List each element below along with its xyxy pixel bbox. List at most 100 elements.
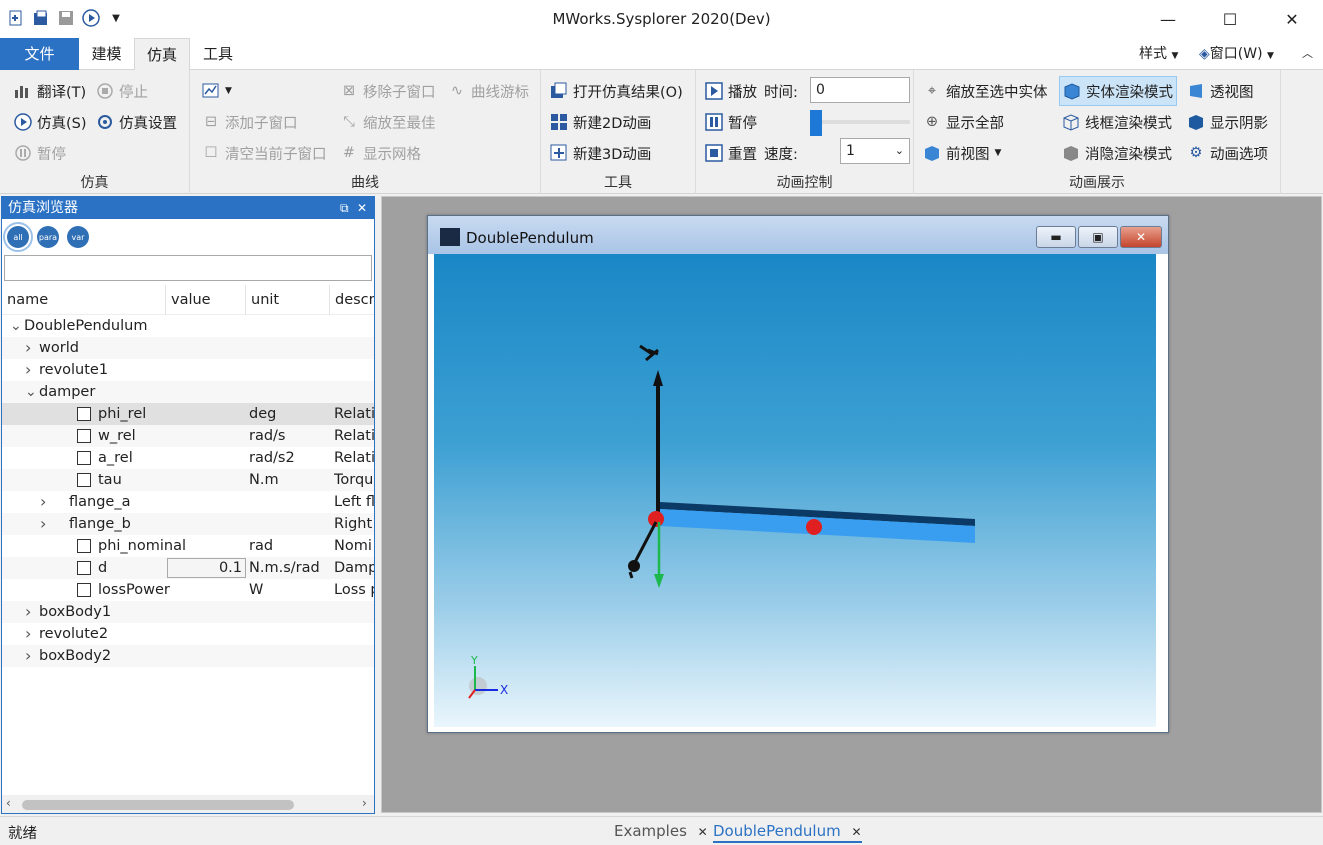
speed-select[interactable]: 1 ⌄ bbox=[840, 138, 910, 164]
scroll-left-icon[interactable]: ‹ bbox=[6, 796, 11, 810]
tree-row[interactable]: › world bbox=[2, 337, 374, 359]
scrollbar-thumb[interactable] bbox=[22, 800, 294, 810]
chevron-right-icon[interactable]: › bbox=[25, 360, 32, 379]
zoom-best-button[interactable]: ⤡ 缩放至最佳 bbox=[340, 110, 435, 134]
solid-render-button[interactable]: 实体渲染模式 bbox=[1059, 76, 1177, 106]
column-value[interactable]: value bbox=[166, 285, 246, 315]
tree-row[interactable]: ⌄ damper bbox=[2, 381, 374, 403]
tree-row[interactable]: ⌄ DoublePendulum bbox=[2, 315, 374, 337]
time-slider-thumb[interactable] bbox=[810, 110, 822, 136]
chevron-down-icon[interactable]: ⌄ bbox=[25, 384, 37, 400]
chevron-right-icon[interactable]: › bbox=[25, 338, 32, 357]
scroll-right-icon[interactable]: › bbox=[362, 796, 367, 810]
open-file-icon[interactable] bbox=[31, 8, 51, 28]
tree-row[interactable]: › boxBody2 bbox=[2, 645, 374, 667]
hidden-line-render-button[interactable]: 消隐渲染模式 bbox=[1062, 141, 1172, 165]
filter-all-button[interactable]: all bbox=[3, 222, 33, 252]
animation-subwindow[interactable]: DoublePendulum ▬ ▣ ✕ bbox=[427, 215, 1169, 733]
tab-tools[interactable]: 工具 bbox=[202, 45, 233, 63]
animation-options-button[interactable]: ⚙ 动画选项 bbox=[1187, 141, 1269, 165]
compile-button[interactable]: 翻译(T) bbox=[14, 79, 86, 103]
chevron-right-icon[interactable]: › bbox=[40, 514, 47, 533]
open-result-button[interactable]: 打开仿真结果(O) bbox=[550, 79, 683, 103]
animation-viewport[interactable]: Y X bbox=[434, 254, 1156, 727]
show-grid-button[interactable]: # 显示网格 bbox=[340, 141, 421, 165]
chevron-right-icon[interactable]: › bbox=[25, 624, 32, 643]
add-subwindow-button[interactable]: ⊟ 添加子窗口 bbox=[202, 110, 298, 134]
subwindow-title-bar[interactable]: DoublePendulum ▬ ▣ ✕ bbox=[428, 216, 1168, 254]
clear-subwindow-button[interactable]: ☐ 清空当前子窗口 bbox=[202, 141, 327, 165]
show-shadow-button[interactable]: 显示阴影 bbox=[1187, 110, 1268, 134]
zoom-selected-button[interactable]: ⌖ 缩放至选中实体 bbox=[923, 79, 1048, 103]
tree-row[interactable]: › flange_a Left fl bbox=[2, 491, 374, 513]
column-name[interactable]: name bbox=[2, 285, 166, 315]
run-icon[interactable] bbox=[81, 8, 101, 28]
tree-row[interactable]: tau N.m Torqu bbox=[2, 469, 374, 491]
close-tab-icon[interactable]: ✕ bbox=[697, 825, 708, 839]
filter-var-button[interactable]: var bbox=[67, 226, 89, 248]
close-icon[interactable]: ✕ bbox=[1285, 9, 1299, 29]
curve-cursor-button[interactable]: ∿ 曲线游标 bbox=[448, 79, 529, 103]
pause-button[interactable]: 暂停 bbox=[14, 141, 66, 165]
doc-tab-examples[interactable]: Examples ✕ bbox=[614, 822, 708, 840]
time-input[interactable]: 0 bbox=[810, 77, 910, 103]
tree-row[interactable]: phi_nominal rad Nomi bbox=[2, 535, 374, 557]
variable-checkbox[interactable] bbox=[77, 583, 91, 597]
window-menu[interactable]: ◈窗口(W) ▼ bbox=[1199, 38, 1274, 70]
chevron-right-icon[interactable]: › bbox=[25, 602, 32, 621]
doc-tab-doublependulum[interactable]: DoublePendulum ✕ bbox=[713, 822, 862, 843]
customize-dropdown-icon[interactable]: ▼ bbox=[112, 12, 120, 24]
variable-checkbox[interactable] bbox=[77, 429, 91, 443]
variable-checkbox[interactable] bbox=[77, 539, 91, 553]
time-slider[interactable] bbox=[810, 110, 910, 136]
anim-pause-button[interactable]: 暂停 bbox=[705, 110, 757, 134]
anim-play-button[interactable]: 播放 bbox=[705, 79, 757, 103]
filter-para-button[interactable]: para bbox=[37, 226, 59, 248]
sim-settings-button[interactable]: 仿真设置 bbox=[96, 110, 177, 134]
remove-subwindow-button[interactable]: ⊠ 移除子窗口 bbox=[340, 79, 436, 103]
maximize-icon[interactable]: ☐ bbox=[1222, 9, 1238, 29]
new-2d-animation-button[interactable]: 新建2D动画 bbox=[550, 110, 651, 134]
style-menu[interactable]: 样式 ▼ bbox=[1139, 38, 1178, 70]
show-all-button[interactable]: ⊕ 显示全部 bbox=[923, 110, 1004, 134]
save-icon[interactable] bbox=[56, 8, 76, 28]
column-unit[interactable]: unit bbox=[246, 285, 330, 315]
subwindow-close-icon[interactable]: ✕ bbox=[1120, 226, 1162, 248]
value-input[interactable]: 0.1 bbox=[167, 558, 246, 578]
variable-checkbox[interactable] bbox=[77, 561, 91, 575]
simulate-button[interactable]: 仿真(S) bbox=[14, 110, 87, 134]
variable-checkbox[interactable] bbox=[77, 473, 91, 487]
chevron-right-icon[interactable]: › bbox=[40, 492, 47, 511]
tree-row[interactable]: lossPower W Loss p bbox=[2, 579, 374, 601]
tab-file[interactable]: 文件 bbox=[0, 38, 79, 70]
new-file-icon[interactable] bbox=[6, 8, 26, 28]
front-view-button[interactable]: 前视图 ▼ bbox=[923, 141, 1001, 165]
new-3d-animation-button[interactable]: 新建3D动画 bbox=[550, 141, 651, 165]
tree-row[interactable]: d 0.1 N.m.s/rad Damp bbox=[2, 557, 374, 579]
subwindow-restore-icon[interactable]: ▣ bbox=[1078, 226, 1118, 248]
close-panel-icon[interactable]: ✕ bbox=[357, 201, 368, 215]
tab-modeling[interactable]: 建模 bbox=[91, 45, 122, 63]
tree-row[interactable]: › boxBody1 bbox=[2, 601, 374, 623]
column-descr[interactable]: descr bbox=[335, 292, 374, 308]
tree-row[interactable]: › flange_b Right bbox=[2, 513, 374, 535]
stop-button[interactable]: 停止 bbox=[96, 79, 148, 103]
tree-row[interactable]: phi_rel deg Relati bbox=[2, 403, 374, 425]
anim-reset-button[interactable]: 重置 bbox=[705, 141, 757, 165]
tree-row[interactable]: › revolute1 bbox=[2, 359, 374, 381]
subwindow-minimize-icon[interactable]: ▬ bbox=[1036, 226, 1076, 248]
float-panel-icon[interactable]: ⧉ bbox=[340, 201, 349, 215]
tab-simulation[interactable]: 仿真 bbox=[134, 38, 190, 71]
tree-row[interactable]: a_rel rad/s2 Relati bbox=[2, 447, 374, 469]
variable-checkbox[interactable] bbox=[77, 407, 91, 421]
perspective-button[interactable]: 透视图 bbox=[1187, 79, 1254, 103]
browser-search-input[interactable] bbox=[4, 255, 372, 281]
horizontal-scrollbar[interactable]: ‹ › bbox=[2, 795, 374, 813]
new-plot-button[interactable]: ▼ bbox=[202, 79, 232, 103]
chevron-down-icon[interactable]: ⌄ bbox=[10, 318, 22, 334]
tree-row[interactable]: › revolute2 bbox=[2, 623, 374, 645]
close-tab-icon[interactable]: ✕ bbox=[851, 825, 862, 839]
minimize-icon[interactable]: — bbox=[1160, 9, 1176, 29]
collapse-ribbon-icon[interactable]: ︿ bbox=[1302, 47, 1313, 60]
variable-checkbox[interactable] bbox=[77, 451, 91, 465]
